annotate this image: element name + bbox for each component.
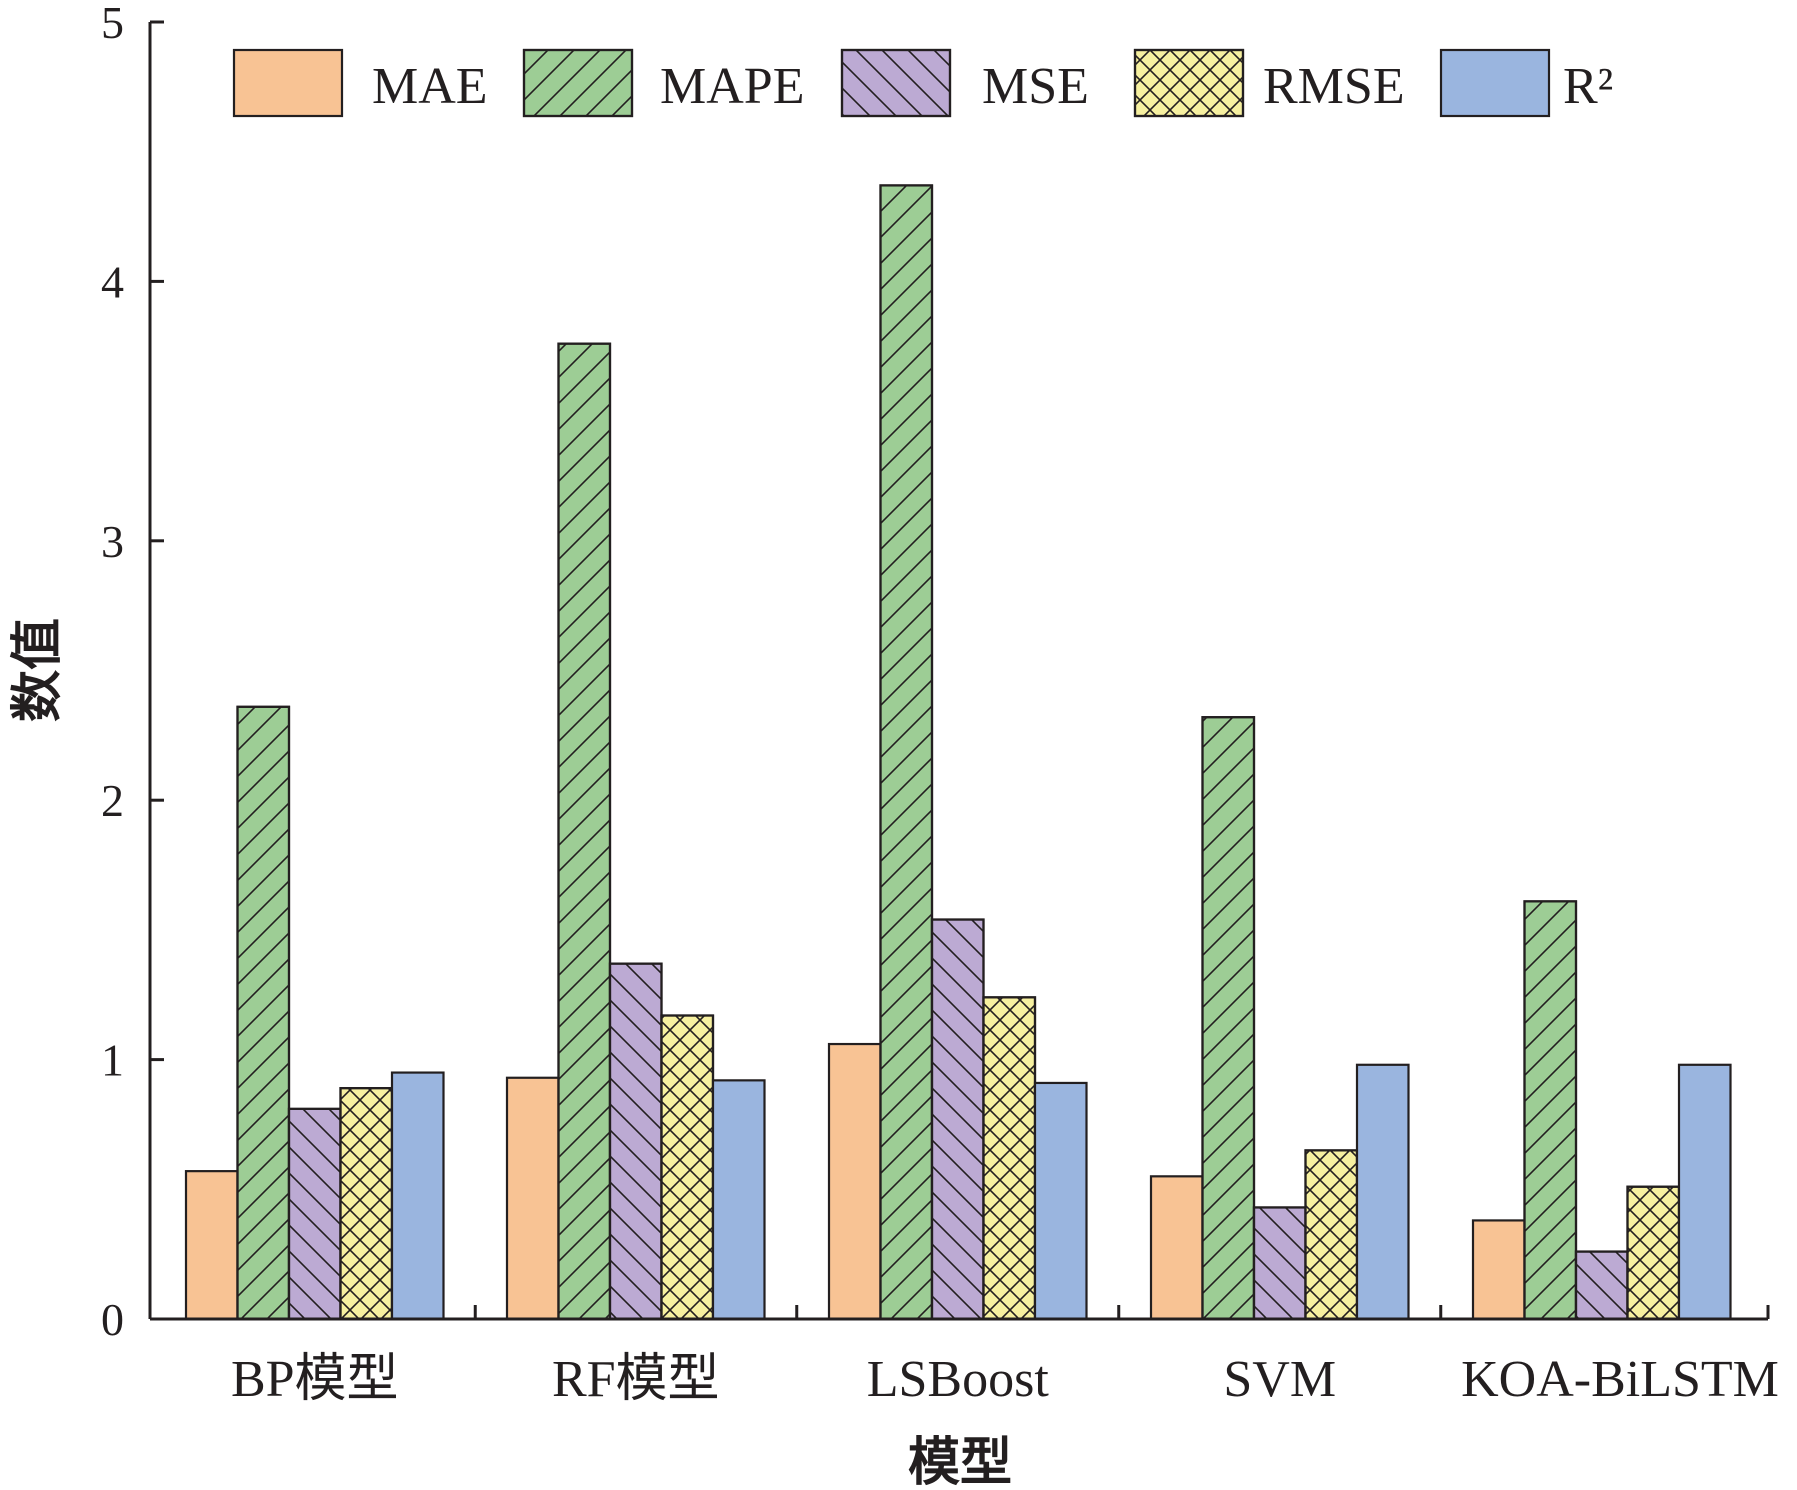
bar-hatch-rmse-1 bbox=[339, 1087, 394, 1321]
bar-mae-2 bbox=[505, 1076, 560, 1321]
bar-hatch-mse-5 bbox=[1574, 1250, 1629, 1321]
legend-label-5: R² bbox=[1563, 58, 1613, 115]
bar-hatch-mse-1 bbox=[287, 1107, 342, 1321]
bar-r-1 bbox=[390, 1071, 445, 1321]
legend: MAE MAPE MSE RMSE R² bbox=[232, 48, 1613, 118]
x-category-label-4: SVM bbox=[1223, 1351, 1336, 1408]
bar-r-4 bbox=[1355, 1063, 1410, 1321]
bar-r-2 bbox=[711, 1079, 766, 1321]
legend-label-4: RMSE bbox=[1263, 58, 1405, 115]
bar-hatch-rmse-2 bbox=[660, 1014, 715, 1321]
legend-label-2: MAPE bbox=[660, 58, 804, 115]
bar-hatch-mape-3 bbox=[879, 184, 934, 1321]
bar-mae-4 bbox=[1149, 1175, 1204, 1321]
y-ticks-group: 0 1 2 3 4 5 bbox=[101, 0, 164, 1345]
legend-swatch-5 bbox=[1439, 48, 1551, 118]
x-category-label-2: RF模型 bbox=[552, 1351, 720, 1408]
legend-swatch-1 bbox=[232, 48, 344, 118]
y-tick-label-5: 5 bbox=[101, 0, 124, 48]
bar-mae-5 bbox=[1471, 1219, 1526, 1321]
bars-group bbox=[184, 184, 1732, 1321]
bar-hatch-mape-2 bbox=[557, 342, 612, 1321]
bar-mae-1 bbox=[184, 1170, 239, 1321]
legend-label-3: MSE bbox=[982, 58, 1089, 115]
bar-hatch-mse-4 bbox=[1252, 1206, 1307, 1321]
legend-swatch-hatch-4 bbox=[1133, 48, 1245, 118]
y-tick-label-2: 2 bbox=[101, 775, 124, 826]
legend-swatch-hatch-2 bbox=[522, 48, 634, 118]
y-axis-title: 数值 bbox=[8, 618, 68, 722]
y-tick-label-3: 3 bbox=[101, 516, 124, 567]
bar-r-5 bbox=[1677, 1063, 1732, 1321]
x-category-label-5: KOA-BiLSTM bbox=[1461, 1351, 1779, 1408]
y-tick-label-4: 4 bbox=[101, 256, 124, 307]
bar-hatch-mape-5 bbox=[1523, 900, 1578, 1321]
bar-r-3 bbox=[1033, 1081, 1088, 1321]
legend-swatch-hatch-3 bbox=[840, 48, 952, 118]
y-tick-label-1: 1 bbox=[101, 1035, 124, 1086]
bar-hatch-mse-2 bbox=[608, 962, 663, 1321]
bar-hatch-mse-3 bbox=[930, 918, 985, 1321]
x-ticks-group: BP模型 RF模型 LSBoost SVM KOA-BiLSTM bbox=[231, 1305, 1779, 1408]
bar-hatch-rmse-5 bbox=[1626, 1185, 1681, 1321]
x-axis-title: 模型 bbox=[908, 1433, 1012, 1490]
bar-hatch-rmse-4 bbox=[1304, 1149, 1359, 1321]
bar-mae-3 bbox=[827, 1042, 882, 1321]
legend-label-1: MAE bbox=[372, 58, 488, 115]
x-category-label-3: LSBoost bbox=[867, 1351, 1050, 1408]
bar-hatch-mape-1 bbox=[236, 705, 291, 1321]
bar-hatch-mape-4 bbox=[1201, 716, 1256, 1321]
x-category-label-1: BP模型 bbox=[231, 1351, 399, 1408]
y-tick-label-0: 0 bbox=[101, 1294, 124, 1345]
axes-group bbox=[148, 22, 1768, 1321]
bar-hatch-rmse-3 bbox=[982, 996, 1037, 1321]
